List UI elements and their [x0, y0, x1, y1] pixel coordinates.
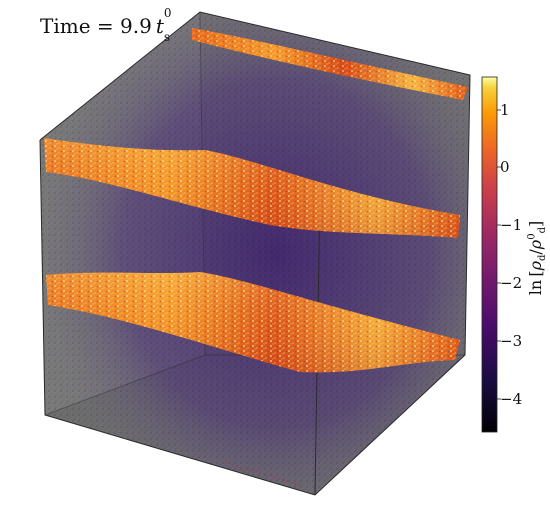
colorbar-gradient — [481, 76, 498, 433]
colorbar — [481, 76, 501, 433]
colorbar-tick-label: −3 — [500, 332, 523, 350]
colorbar-tick-label: −2 — [500, 274, 523, 292]
colorbar-tick-label: −4 — [500, 390, 523, 408]
colorbar-tick-label: 1 — [500, 101, 510, 119]
colorbar-tick-label: −1 — [500, 216, 523, 234]
colorbar-label: ln [ρd/ρ0d] — [525, 220, 549, 296]
particle-haze — [40, 12, 470, 495]
colorbar-ticks — [497, 109, 501, 400]
dust-layer-bottom — [46, 272, 460, 373]
dust-layer-top — [192, 28, 468, 100]
colorbar-tick-label: 0 — [500, 158, 510, 176]
floor-trace — [224, 461, 301, 486]
dust-layer-middle — [44, 138, 460, 238]
